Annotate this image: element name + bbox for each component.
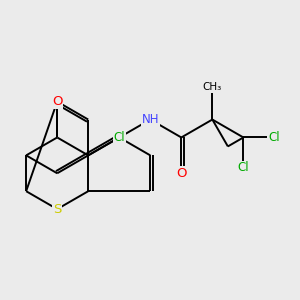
Text: O: O: [52, 95, 62, 108]
Text: Cl: Cl: [268, 131, 280, 144]
Text: CH₃: CH₃: [203, 82, 222, 92]
Text: Cl: Cl: [238, 161, 249, 174]
Text: NH: NH: [142, 113, 159, 126]
Text: O: O: [176, 167, 187, 180]
Text: S: S: [53, 202, 61, 216]
Text: Cl: Cl: [113, 131, 125, 144]
